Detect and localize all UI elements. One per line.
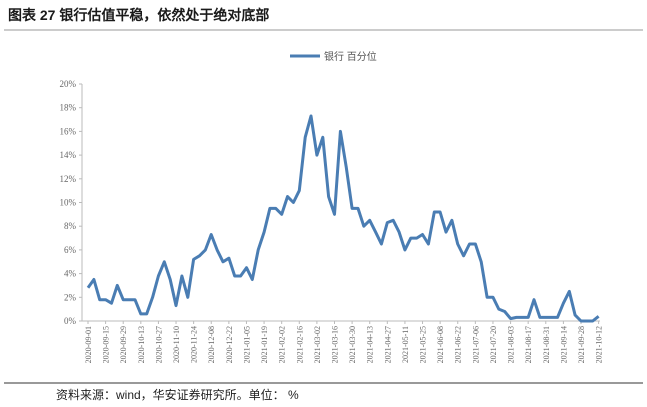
y-tick-label: 18% [60, 103, 77, 113]
x-tick-label: 2021-09-28 [577, 326, 586, 363]
x-tick-label: 2021-08-31 [542, 326, 551, 363]
x-tick-label: 2020-10-13 [137, 326, 146, 363]
x-tick-label: 2021-05-25 [419, 326, 428, 363]
x-tick-label: 2021-07-20 [489, 326, 498, 363]
y-tick-label: 10% [60, 198, 77, 208]
x-tick-label: 2021-03-02 [313, 326, 322, 363]
y-tick-label: 0% [64, 316, 77, 326]
y-tick-label: 8% [64, 221, 77, 231]
x-tick-label: 2021-08-17 [524, 326, 533, 363]
x-tick-label: 2021-06-08 [436, 326, 445, 363]
x-tick-label: 2021-08-03 [507, 326, 516, 363]
x-tick-label: 2021-04-27 [383, 326, 392, 363]
x-tick-label: 2020-09-15 [102, 326, 111, 363]
y-tick-label: 4% [64, 269, 77, 279]
x-tick-label: 2021-10-12 [595, 326, 604, 363]
x-tick-label: 2021-07-06 [471, 326, 480, 363]
x-tick-label: 2021-01-05 [242, 326, 251, 363]
y-tick-label: 20% [60, 79, 77, 89]
x-tick-label: 2021-05-11 [401, 326, 410, 363]
x-tick-label: 2021-03-30 [348, 326, 357, 363]
legend-label: 银行 百分位 [324, 50, 377, 63]
x-tick-label: 2021-01-19 [260, 326, 269, 363]
y-tick-label: 12% [60, 174, 77, 184]
y-tick-label: 2% [64, 292, 77, 302]
x-tick-label: 2020-09-29 [119, 326, 128, 363]
x-tick-label: 2021-03-16 [330, 326, 339, 363]
y-tick-label: 16% [60, 126, 77, 136]
x-tick-label: 2020-11-10 [172, 326, 181, 363]
x-tick-label: 2021-06-22 [454, 326, 463, 363]
y-tick-label: 6% [64, 245, 77, 255]
x-tick-label: 2021-02-02 [278, 326, 287, 363]
x-tick-label: 2021-02-16 [295, 326, 304, 363]
x-tick-label: 2021-09-14 [559, 326, 568, 363]
x-tick-label: 2020-10-27 [154, 326, 163, 363]
series-line [86, 114, 600, 323]
x-tick-label: 2020-09-01 [84, 326, 93, 363]
chart-title: 图表 27 银行估值平稳，依然处于绝对底部 [8, 7, 269, 23]
x-tick-label: 2020-12-08 [207, 326, 216, 363]
x-tick-label: 2020-12-22 [225, 326, 234, 363]
y-tick-label: 14% [60, 150, 77, 160]
x-tick-label: 2021-04-13 [366, 326, 375, 363]
x-tick-label: 2020-11-24 [190, 326, 199, 363]
source: 资料来源：wind，华安证券研究所。单位： % [56, 387, 299, 402]
